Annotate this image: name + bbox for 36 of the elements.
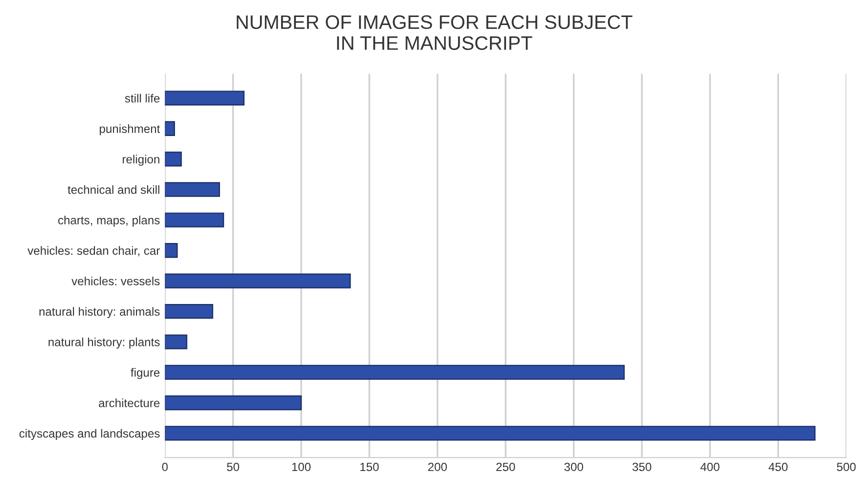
x-tick-label: 150	[360, 462, 379, 472]
bar	[164, 152, 182, 166]
bar	[164, 304, 214, 319]
bar	[164, 182, 220, 197]
y-tick-label: punishment	[100, 124, 160, 136]
x-tick-label: 450	[768, 462, 788, 472]
bar	[164, 243, 178, 258]
bar	[164, 90, 245, 106]
bar	[164, 334, 188, 350]
x-tick-label: 250	[496, 462, 515, 472]
x-tick-label: 50	[226, 462, 240, 472]
y-tick-label: vehicles: sedan chair, car	[28, 246, 160, 256]
bar	[164, 212, 224, 228]
x-tick-label: 350	[632, 462, 652, 472]
y-tick-label: vehicles: vessels	[72, 276, 160, 286]
y-tick-label: architecture	[98, 398, 160, 408]
y-tick-label: charts, maps, plans	[58, 216, 160, 227]
x-tick-label: 100	[292, 462, 311, 472]
bar	[164, 364, 625, 380]
x-tick-label: 200	[428, 462, 447, 472]
y-tick-label: technical and skill	[68, 185, 160, 194]
y-tick-label: figure	[130, 368, 160, 380]
bar	[164, 121, 176, 136]
y-tick-label: religion	[122, 154, 160, 166]
y-tick-label: natural history: plants	[48, 338, 160, 349]
x-tick-label: 400	[700, 462, 720, 472]
x-tick-label: 0	[162, 462, 168, 472]
y-tick-label: natural history: animals	[39, 307, 160, 318]
chart-title: NUMBER OF IMAGES FOR EACH SUBJECT IN THE MANUSCRIPT	[236, 15, 632, 50]
x-tick-label: 500	[836, 462, 856, 472]
bar	[164, 274, 351, 288]
bar	[164, 395, 302, 410]
y-tick-label: still life	[124, 94, 160, 102]
bar	[164, 426, 816, 441]
x-tick-label: 300	[564, 462, 584, 472]
y-tick-label: cityscapes and landscapes	[19, 428, 160, 440]
